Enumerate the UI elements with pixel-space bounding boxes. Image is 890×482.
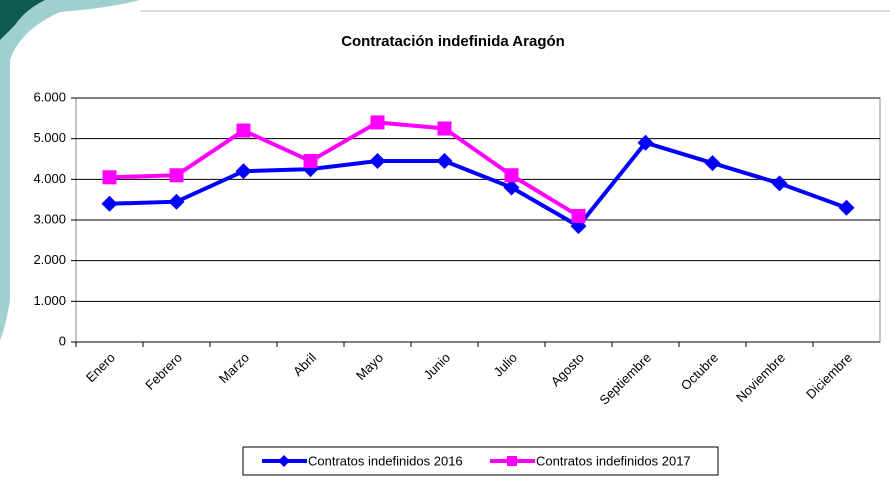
marker bbox=[571, 208, 586, 223]
x-tick-label: Mayo bbox=[353, 350, 386, 383]
decoration bbox=[0, 0, 45, 40]
marker bbox=[278, 455, 290, 467]
legend-label: Contratos indefinidos 2017 bbox=[536, 453, 691, 468]
marker bbox=[169, 168, 184, 183]
marker bbox=[370, 115, 385, 130]
marker bbox=[235, 163, 252, 180]
x-tick-label: Junio bbox=[420, 350, 453, 383]
x-tick-label: Septiembre bbox=[596, 350, 654, 408]
marker bbox=[637, 134, 654, 151]
decoration bbox=[0, 0, 140, 340]
marker bbox=[168, 193, 185, 210]
x-tick-label: Enero bbox=[83, 350, 118, 385]
marker bbox=[303, 154, 318, 169]
x-tick-label: Agosto bbox=[548, 350, 587, 389]
x-tick-label: Diciembre bbox=[803, 350, 855, 402]
marker bbox=[504, 168, 519, 183]
legend-label: Contratos indefinidos 2016 bbox=[308, 453, 463, 468]
x-tick-label: Noviembre bbox=[733, 350, 788, 405]
y-tick-label: 2.000 bbox=[33, 252, 66, 267]
chart-title: Contratación indefinida Aragón bbox=[341, 33, 565, 50]
marker bbox=[503, 179, 520, 196]
marker bbox=[704, 155, 721, 172]
legend-box bbox=[242, 446, 719, 476]
series-line bbox=[109, 120, 580, 218]
marker bbox=[436, 153, 453, 170]
y-tick-label: 3.000 bbox=[33, 211, 66, 226]
marker bbox=[101, 195, 118, 212]
y-tick-label: 0 bbox=[59, 333, 66, 348]
y-tick-label: 5.000 bbox=[33, 130, 66, 145]
y-tick-label: 4.000 bbox=[33, 171, 66, 186]
x-tick-label: Octubre bbox=[678, 350, 721, 393]
x-tick-label: Marzo bbox=[216, 350, 252, 386]
x-tick-label: Julio bbox=[491, 350, 521, 380]
x-tick-label: Abril bbox=[290, 350, 319, 379]
marker bbox=[838, 199, 855, 216]
marker bbox=[507, 456, 517, 466]
marker bbox=[236, 123, 251, 138]
y-tick-label: 6.000 bbox=[33, 89, 66, 104]
marker bbox=[771, 175, 788, 192]
series-line bbox=[109, 140, 848, 229]
legend: Contratos indefinidos 2016 Contratos inde… bbox=[242, 446, 719, 476]
x-tick-label: Febrero bbox=[142, 350, 185, 393]
marker bbox=[102, 170, 117, 185]
y-tick-label: 1.000 bbox=[33, 293, 66, 308]
marker bbox=[437, 121, 452, 136]
marker bbox=[369, 153, 386, 170]
